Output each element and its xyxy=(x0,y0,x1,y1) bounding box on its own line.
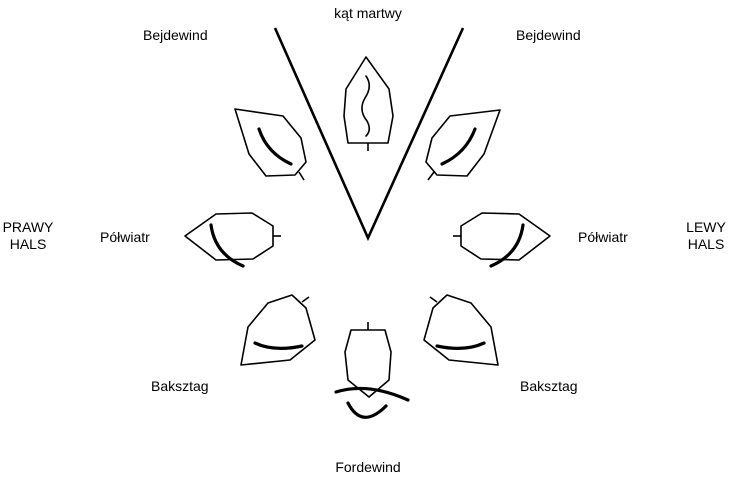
label-starboard-tack: PRAWY HALS xyxy=(0,219,56,253)
boat-running xyxy=(334,322,410,419)
label-close-hauled-left: Bejdewind xyxy=(143,27,208,43)
dead-zone-wedge xyxy=(273,27,465,242)
boat-close-hauled-right xyxy=(425,109,501,181)
boat-broad-reach-left xyxy=(240,294,316,366)
label-broad-reach-left: Baksztag xyxy=(151,378,209,394)
label-beam-reach-left: Półwiatr xyxy=(100,229,150,245)
label-starboard-tack-line1: PRAWY xyxy=(2,219,54,235)
boat-in-irons xyxy=(343,56,394,151)
label-broad-reach-right: Baksztag xyxy=(520,378,578,394)
boat-beam-reach-left xyxy=(184,212,281,268)
label-close-hauled-right: Bejdewind xyxy=(516,27,581,43)
label-port-tack-line2: HALS xyxy=(687,236,725,252)
label-beam-reach-right: Półwiatr xyxy=(578,229,628,245)
label-port-tack-line1: LEWY xyxy=(686,219,726,235)
boat-broad-reach-right xyxy=(423,294,499,366)
label-running: Fordewind xyxy=(335,459,401,475)
boat-close-hauled-left xyxy=(234,108,307,181)
label-starboard-tack-line2: HALS xyxy=(9,236,47,252)
label-dead-zone: kąt martwy xyxy=(334,5,402,21)
boat-beam-reach-right xyxy=(453,212,551,268)
label-port-tack: LEWY HALS xyxy=(680,219,732,253)
